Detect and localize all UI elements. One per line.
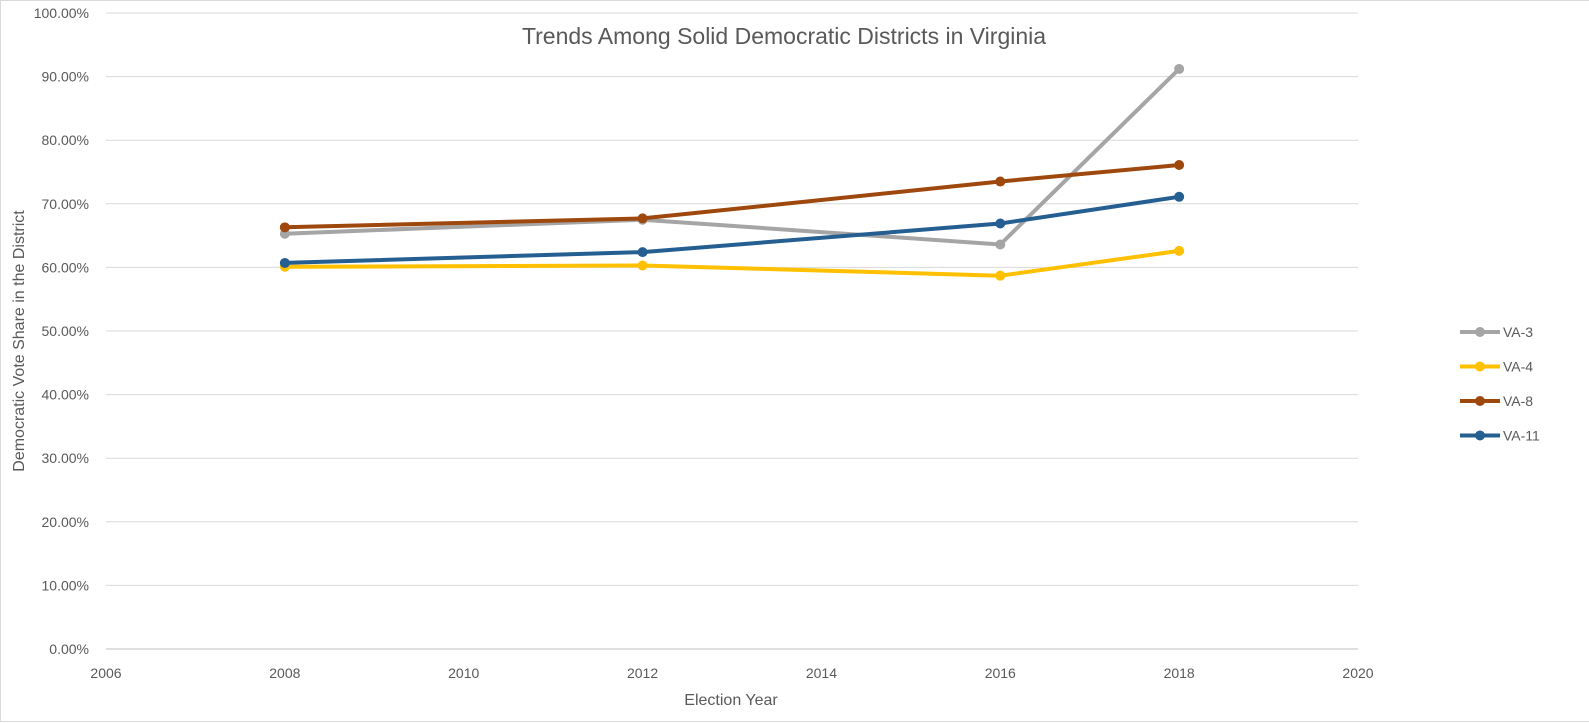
legend-swatch-marker bbox=[1475, 396, 1485, 406]
x-tick-label: 2008 bbox=[269, 665, 300, 681]
data-point bbox=[995, 218, 1006, 229]
data-point bbox=[1174, 245, 1185, 256]
series-line bbox=[282, 67, 1182, 247]
data-point bbox=[1174, 160, 1185, 171]
x-tick-label: 2014 bbox=[806, 665, 837, 681]
series-va-4 bbox=[279, 245, 1185, 281]
legend-label: VA-11 bbox=[1503, 428, 1540, 444]
y-tick-label: 10.00% bbox=[42, 577, 89, 593]
y-tick-label: 60.00% bbox=[42, 259, 89, 275]
series-va-3 bbox=[279, 63, 1185, 250]
x-tick-label: 2012 bbox=[627, 665, 658, 681]
legend: VA-3 VA-4 VA-8 VA-11 bbox=[1460, 324, 1540, 444]
legend-swatch-marker bbox=[1475, 361, 1485, 372]
x-tick-label: 2016 bbox=[985, 665, 1016, 681]
y-tick-label: 50.00% bbox=[42, 323, 89, 339]
x-tick-label: 2010 bbox=[448, 665, 479, 681]
legend-swatch-marker bbox=[1475, 430, 1485, 441]
series-line bbox=[282, 248, 1182, 278]
y-tick-label: 0.00% bbox=[49, 641, 89, 657]
y-tick-label: 70.00% bbox=[42, 196, 89, 212]
legend-label: VA-4 bbox=[1503, 359, 1533, 375]
legend-item: VA-11 bbox=[1460, 428, 1540, 444]
series-va-11 bbox=[279, 191, 1185, 268]
legend-label: VA-3 bbox=[1503, 324, 1533, 340]
data-point bbox=[995, 270, 1006, 281]
legend-item: VA-8 bbox=[1460, 393, 1533, 409]
legend-swatch-marker bbox=[1475, 327, 1485, 337]
series-lines bbox=[279, 63, 1185, 281]
x-axis-label: Election Year bbox=[684, 692, 778, 709]
y-tick-label: 90.00% bbox=[42, 69, 89, 85]
data-point bbox=[995, 239, 1006, 250]
series-line bbox=[282, 194, 1182, 265]
data-point bbox=[279, 257, 290, 268]
y-tick-labels: 0.00% 10.00% 20.00% 30.00% 40.00% 50.00% 60.00… bbox=[34, 5, 89, 657]
data-point bbox=[279, 222, 290, 233]
data-point bbox=[637, 260, 648, 271]
data-point bbox=[1174, 63, 1185, 74]
x-tick-label: 2018 bbox=[1164, 665, 1195, 681]
data-point bbox=[637, 213, 648, 224]
data-point bbox=[1174, 191, 1185, 202]
data-point bbox=[995, 176, 1006, 187]
x-tick-labels: 2006 2008 2010 2012 2014 2016 2018 2020 bbox=[90, 665, 1373, 681]
legend-label: VA-8 bbox=[1503, 393, 1533, 409]
x-tick-label: 2020 bbox=[1342, 665, 1373, 681]
series-va-8 bbox=[279, 160, 1185, 233]
legend-item: VA-4 bbox=[1460, 359, 1533, 375]
y-tick-label: 100.00% bbox=[34, 5, 89, 21]
y-axis-label: Democratic Vote Share in the District bbox=[11, 210, 28, 472]
y-tick-label: 20.00% bbox=[42, 514, 89, 530]
gridlines bbox=[106, 12, 1358, 650]
y-tick-label: 80.00% bbox=[42, 132, 89, 148]
y-tick-label: 40.00% bbox=[42, 387, 89, 403]
x-tick-label: 2006 bbox=[90, 665, 121, 681]
data-point bbox=[637, 247, 648, 258]
chart-title: Trends Among Solid Democratic Districts … bbox=[522, 23, 1046, 49]
series-line bbox=[282, 163, 1182, 230]
y-tick-label: 30.00% bbox=[42, 450, 89, 466]
legend-item: VA-3 bbox=[1460, 324, 1533, 340]
